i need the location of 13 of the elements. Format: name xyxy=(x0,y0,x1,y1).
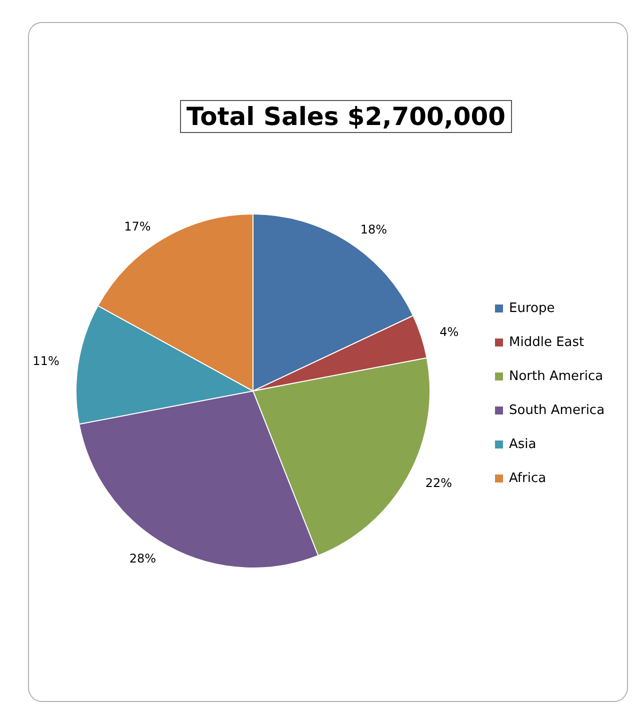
data-label: 28% xyxy=(129,551,156,566)
legend-label: Africa xyxy=(509,471,546,486)
data-label: 18% xyxy=(360,222,388,237)
data-label: 22% xyxy=(425,476,452,490)
legend-label: Asia xyxy=(509,437,536,452)
data-label: 4% xyxy=(440,324,459,339)
data-label: 17% xyxy=(124,220,151,234)
legend-label: North America xyxy=(509,369,604,384)
chart-title: Total Sales $2,700,000 xyxy=(186,102,506,131)
legend-label: Middle East xyxy=(509,335,584,350)
legend-label: Europe xyxy=(509,301,555,316)
data-label: 11% xyxy=(32,354,60,368)
legend-label: South America xyxy=(509,403,605,418)
